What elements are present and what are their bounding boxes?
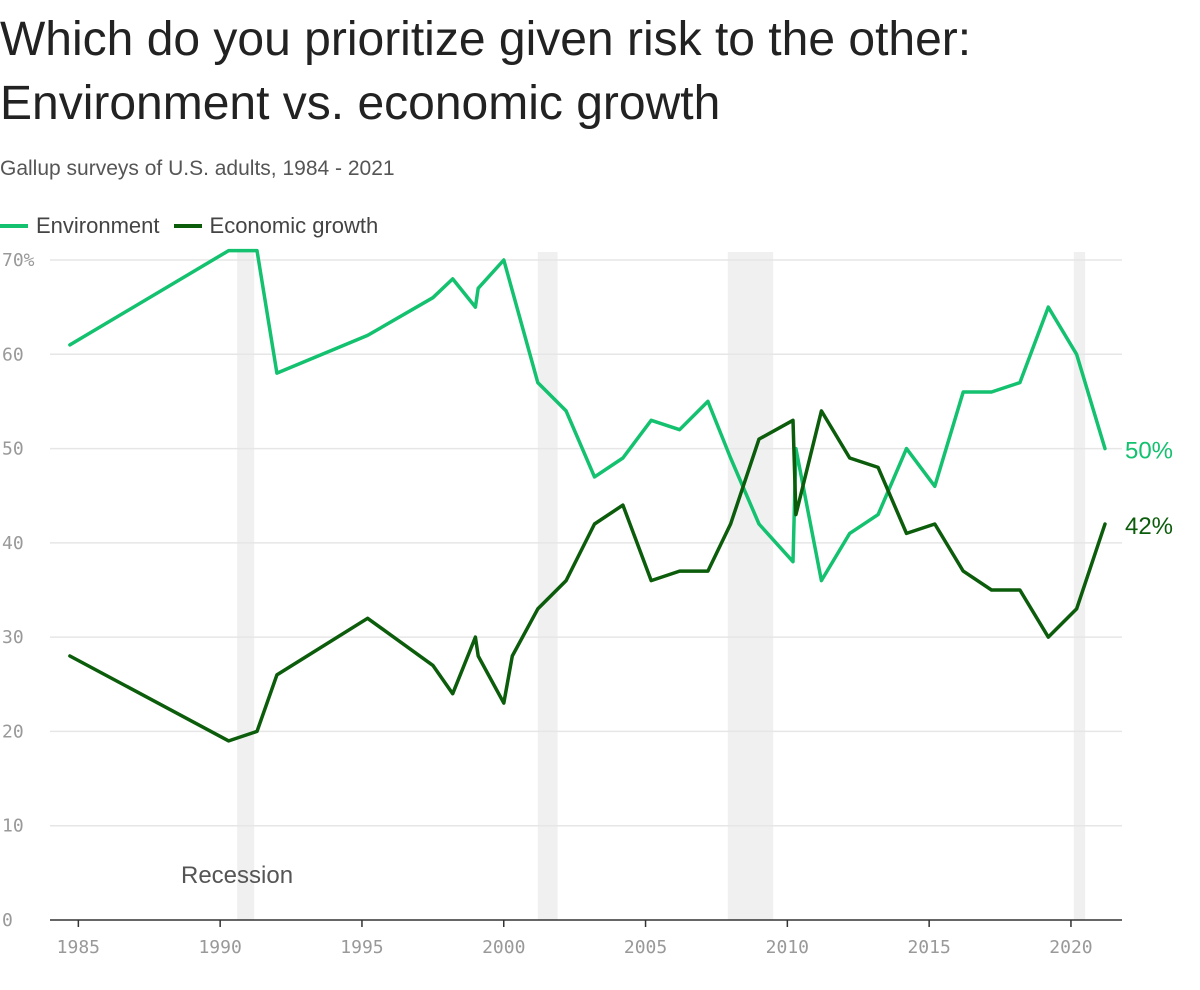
end-label-environment: 50% (1125, 438, 1173, 465)
legend-swatch-economic-growth (173, 224, 202, 228)
legend-swatch-environment (0, 224, 28, 228)
gridlines (50, 259, 1122, 927)
legend-label-economic-growth: Economic growth (209, 213, 379, 238)
legend-item-environment: Environment (0, 213, 160, 239)
legend: Environment Economic growth (0, 213, 392, 239)
x-tick-label: 1995 (340, 937, 383, 958)
x-tick-label: 2005 (624, 937, 667, 958)
legend-label-environment: Environment (36, 213, 160, 238)
series-lines (68, 248, 1107, 743)
recession-annotation: Recession (181, 862, 293, 889)
legend-item-economic-growth: Economic growth (173, 213, 379, 239)
y-tick-label: 60 (2, 344, 24, 365)
x-tick-label: 2020 (1049, 937, 1092, 958)
chart-title: Which do you prioritize given risk to th… (0, 13, 972, 130)
recession-band-1 (537, 252, 558, 920)
y-tick-label: 0 (2, 910, 13, 931)
recession-band-3 (1073, 252, 1086, 920)
y-tick-label: 70% (2, 250, 35, 271)
x-tick-label: 2000 (482, 937, 525, 958)
end-label-economic-growth: 42% (1125, 513, 1173, 540)
x-tick-label: 2015 (907, 937, 950, 958)
series-line-environment (68, 248, 1107, 583)
y-tick-label: 10 (2, 816, 24, 837)
x-tick-label: 2010 (766, 937, 809, 958)
y-tick-label: 40 (2, 533, 24, 554)
y-tick-label: 20 (2, 721, 24, 742)
chart-subtitle: Gallup surveys of U.S. adults, 1984 - 20… (0, 157, 395, 180)
recession-bands (237, 252, 1086, 920)
y-tick-label: 50 (2, 439, 24, 460)
y-tick-label: 30 (2, 627, 24, 648)
x-tick-label: 1985 (57, 937, 100, 958)
recession-band-0 (237, 252, 255, 920)
series-line-economic-growth (68, 409, 1107, 743)
x-tick-label: 1990 (198, 937, 241, 958)
recession-band-2 (727, 252, 774, 920)
